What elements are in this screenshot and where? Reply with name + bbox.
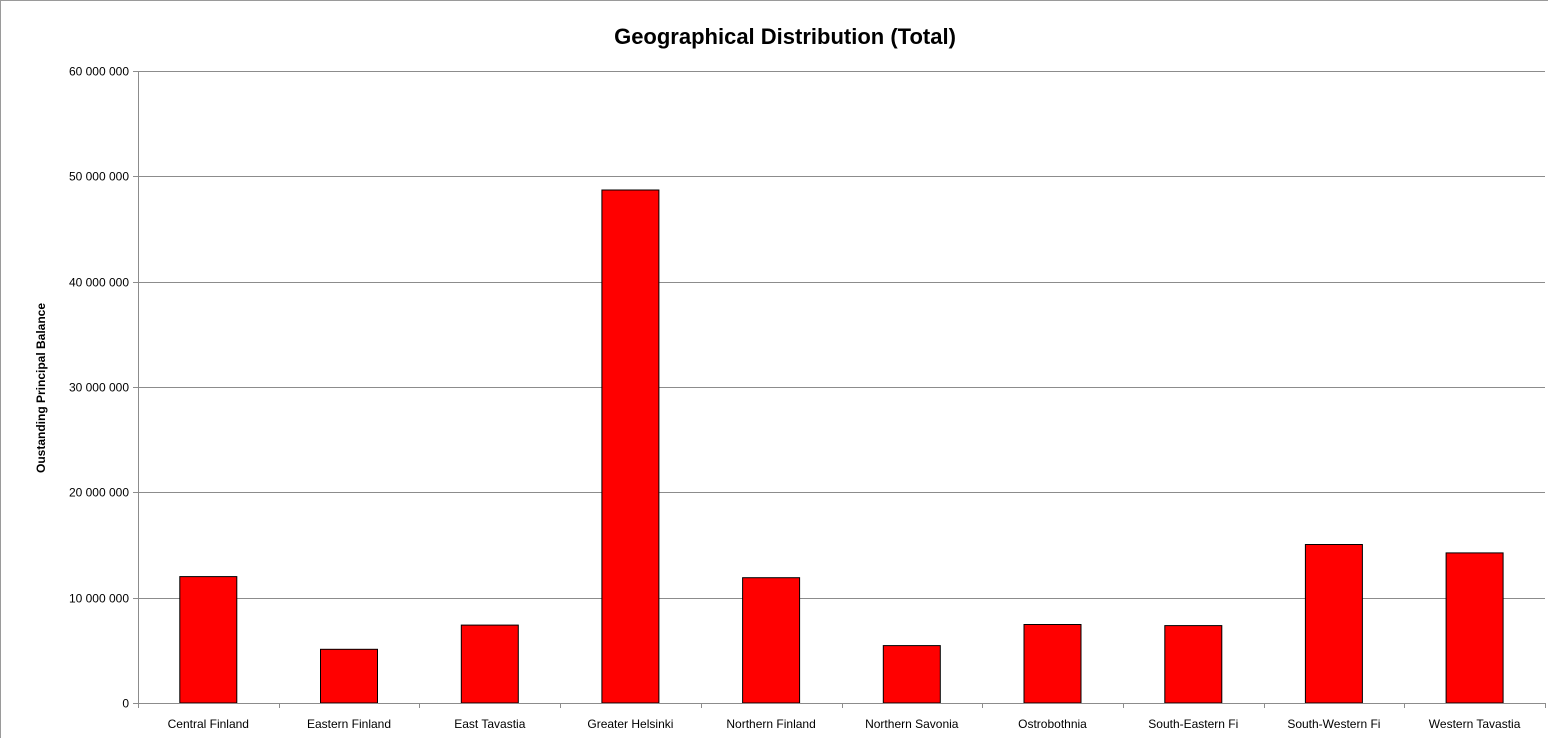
y-tick-label: 50 000 000	[69, 170, 129, 184]
y-tick-label: 30 000 000	[69, 381, 129, 395]
bar	[460, 624, 519, 704]
x-tick-label: Northern Finland	[726, 717, 815, 731]
axes	[133, 71, 1546, 708]
x-tick-label: Western Tavastia	[1429, 717, 1521, 731]
bar	[742, 577, 801, 704]
y-tick-label: 40 000 000	[69, 276, 129, 290]
x-tick-label: Ostrobothnia	[1018, 717, 1087, 731]
bar	[320, 648, 378, 704]
bars	[179, 189, 1504, 704]
tick-labels: 0 10 000 000 20 000 000 30 000 000 40 000 00…	[69, 65, 1521, 732]
x-tick-label: Northern Savonia	[865, 717, 959, 731]
x-tick-label: Eastern Finland	[307, 717, 391, 731]
x-tick-label: Greater Helsinki	[587, 717, 673, 731]
y-tick-label: 10 000 000	[69, 592, 129, 606]
bar	[1445, 552, 1504, 704]
bar	[179, 576, 238, 704]
x-tick-label: Central Finland	[168, 717, 249, 731]
bar	[601, 189, 660, 704]
x-tick-label: East Tavastia	[454, 717, 525, 731]
chart-title: Geographical Distribution (Total)	[614, 24, 956, 49]
bar	[1164, 625, 1223, 704]
gridlines	[138, 71, 1545, 599]
y-tick-label: 0	[122, 697, 129, 711]
bar	[882, 645, 941, 704]
bar	[1023, 624, 1082, 704]
x-tick-label: South-Eastern Fi	[1148, 717, 1238, 731]
y-tick-label: 60 000 000	[69, 65, 129, 79]
x-tick-label: South-Western Fi	[1287, 717, 1380, 731]
y-axis-label: Oustanding Principal Balance	[34, 303, 48, 473]
bar	[1304, 544, 1363, 704]
y-tick-label: 20 000 000	[69, 486, 129, 500]
